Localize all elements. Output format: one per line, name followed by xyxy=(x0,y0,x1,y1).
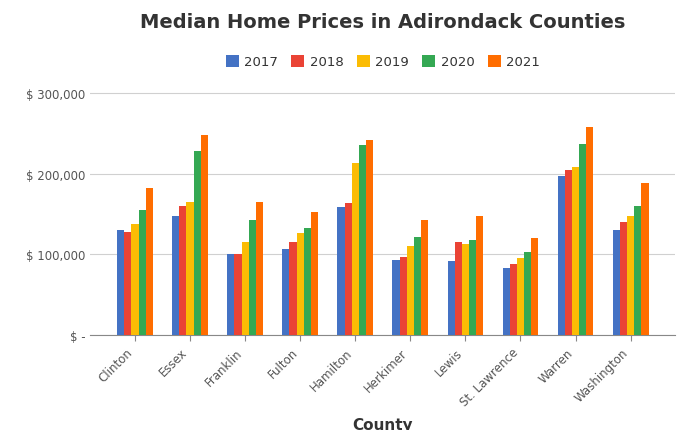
Bar xyxy=(393,261,400,335)
Bar xyxy=(283,249,290,335)
Bar xyxy=(303,228,311,335)
Bar xyxy=(139,210,145,335)
Bar xyxy=(180,206,187,335)
Bar xyxy=(366,140,373,335)
Bar xyxy=(476,217,483,335)
Bar xyxy=(421,220,428,335)
Bar xyxy=(338,208,345,335)
Bar xyxy=(311,212,318,335)
Bar xyxy=(586,127,594,335)
Bar xyxy=(227,255,235,335)
Bar xyxy=(524,252,531,335)
Bar xyxy=(117,230,124,335)
Bar xyxy=(193,152,200,335)
Bar xyxy=(296,233,303,335)
Bar xyxy=(351,164,359,335)
Bar xyxy=(172,216,180,335)
Bar xyxy=(187,203,193,335)
Bar xyxy=(124,232,132,335)
Bar xyxy=(200,135,208,335)
Bar xyxy=(132,224,139,335)
Bar xyxy=(400,257,406,335)
Bar xyxy=(242,243,248,335)
Bar xyxy=(620,223,627,335)
Bar xyxy=(145,189,153,335)
Bar xyxy=(290,243,296,335)
Bar xyxy=(642,184,649,335)
Bar xyxy=(531,239,539,335)
Legend: 2017, 2018, 2019, 2020, 2021: 2017, 2018, 2019, 2020, 2021 xyxy=(221,50,545,74)
X-axis label: County: County xyxy=(352,417,413,430)
Bar xyxy=(565,170,572,335)
Title: Median Home Prices in Adirondack Counties: Median Home Prices in Adirondack Countie… xyxy=(140,12,626,31)
Bar xyxy=(406,247,414,335)
Bar xyxy=(414,237,421,335)
Bar xyxy=(256,203,263,335)
Bar xyxy=(517,259,524,335)
Bar xyxy=(634,206,642,335)
Bar xyxy=(469,240,476,335)
Bar xyxy=(454,243,462,335)
Bar xyxy=(579,144,586,335)
Bar xyxy=(509,264,517,335)
Bar xyxy=(462,244,469,335)
Bar xyxy=(235,255,242,335)
Bar xyxy=(557,177,565,335)
Bar xyxy=(345,204,351,335)
Bar xyxy=(612,230,620,335)
Bar xyxy=(448,261,454,335)
Bar xyxy=(503,268,509,335)
Bar xyxy=(627,216,634,335)
Bar xyxy=(359,146,366,335)
Bar xyxy=(248,220,256,335)
Bar xyxy=(572,168,579,335)
